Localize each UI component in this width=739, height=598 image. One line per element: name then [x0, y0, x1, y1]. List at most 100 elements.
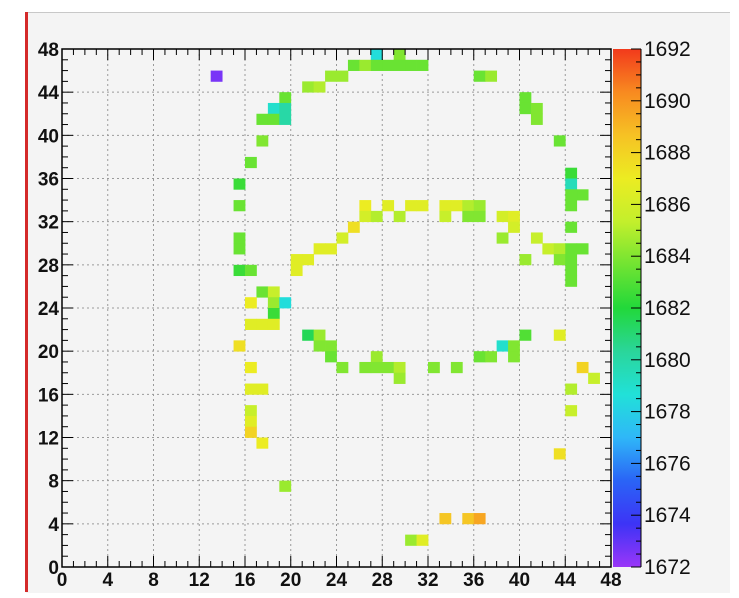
heatmap-cell [576, 361, 589, 374]
y-tick-label: 12 [38, 429, 59, 450]
heatmap-cell [462, 200, 475, 212]
x-tick-label: 20 [280, 570, 301, 591]
heatmap-cell [553, 135, 566, 147]
heatmap-cell [233, 264, 246, 277]
heatmap-cell [450, 361, 463, 374]
axis-ticks [61, 48, 612, 568]
heatmap-cell [382, 59, 395, 71]
y-tick-label: 40 [38, 126, 59, 147]
x-tick-label: 12 [189, 570, 210, 591]
color-scale-label: 1678 [644, 401, 691, 424]
heatmap-cell [405, 59, 417, 71]
heatmap-cell [496, 210, 509, 223]
x-tick-label: 40 [509, 570, 530, 591]
heatmap-cell [290, 264, 303, 277]
heatmap-cell [485, 351, 498, 363]
heatmap-cell [542, 243, 555, 255]
heatmap-cell [245, 361, 257, 374]
heatmap-cell [370, 210, 383, 223]
heatmap-cell [393, 361, 406, 374]
y-tick-label: 36 [38, 170, 59, 191]
heatmap-cell [508, 340, 520, 352]
y-tick-label: 44 [38, 83, 60, 104]
heatmap-cell [553, 448, 566, 460]
heatmap-cell [313, 243, 326, 255]
color-scale-label: 1686 [644, 193, 691, 216]
heatmap-cell [565, 189, 578, 201]
heatmap-cell [279, 102, 292, 115]
heatmap-cell [245, 264, 257, 277]
color-scale-label: 1672 [644, 556, 691, 579]
heatmap-cell [359, 361, 372, 374]
heatmap-cell [485, 70, 498, 82]
heatmap-cell [210, 70, 223, 82]
heatmap-cell [267, 297, 280, 309]
heatmap-cell [256, 135, 269, 147]
color-scale-label: 1682 [644, 297, 691, 320]
x-tick-label: 48 [600, 570, 621, 591]
heatmap-cell [553, 254, 566, 266]
heatmap-cell [336, 361, 349, 374]
heatmap-cell [313, 81, 326, 93]
heatmap-cell [347, 221, 360, 233]
heatmap-cell [325, 243, 337, 255]
heatmap-cell [576, 243, 589, 255]
heatmap-cell [588, 372, 600, 384]
heatmap-cell [256, 113, 269, 125]
heatmap-cell [325, 70, 337, 82]
heatmap-cell [336, 232, 349, 244]
heatmap-cell [233, 232, 246, 244]
heatmap-cell [256, 286, 269, 298]
heatmap-cell [290, 254, 303, 266]
heatmap-cell [302, 329, 315, 341]
y-tick-label: 48 [38, 40, 59, 61]
heatmap-cell [325, 340, 337, 352]
heatmap-cell [233, 340, 246, 352]
heatmap-cell [565, 167, 578, 179]
heatmap-cell [267, 286, 280, 298]
heatmap-cell [393, 210, 406, 223]
heatmap-cell [393, 372, 406, 384]
heatmap-cell [233, 243, 246, 255]
heatmap-cell [370, 351, 383, 363]
heatmap-cell [256, 318, 269, 330]
heatmap-cell [393, 49, 406, 61]
heatmap-cell [473, 210, 486, 223]
heatmap-cell [302, 81, 315, 93]
y-tick-label: 8 [48, 472, 59, 493]
x-tick-label: 28 [372, 570, 393, 591]
heatmap-cell [382, 200, 395, 212]
heatmap-cell [565, 221, 578, 233]
x-tick-label: 0 [57, 570, 68, 591]
heatmap-cell [279, 480, 292, 492]
heatmap-cell [416, 200, 429, 212]
heatmap-cell [496, 340, 509, 352]
heatmap-cell [245, 405, 257, 417]
heatmap-cell [233, 178, 246, 190]
x-tick-label: 44 [555, 570, 577, 591]
x-tick-label: 8 [148, 570, 159, 591]
y-tick-label: 16 [38, 385, 59, 406]
heatmap-cell [382, 361, 395, 374]
heatmap-cell [565, 264, 578, 277]
x-tick-label: 4 [102, 570, 113, 591]
heatmap-cell [416, 59, 429, 71]
heatmap-cell [508, 351, 520, 363]
heatmap-cell [530, 102, 543, 115]
heatmap-cell [245, 415, 257, 428]
heatmap-cell [233, 200, 246, 212]
heatmap-cell [256, 383, 269, 395]
color-scale-label: 1674 [644, 504, 691, 527]
y-tick-label: 4 [48, 515, 59, 536]
color-scale-label: 1676 [644, 452, 691, 475]
color-scale-label: 1680 [644, 349, 691, 372]
color-scale-label: 1688 [644, 142, 691, 165]
heatmap-cell [439, 210, 452, 223]
color-scale-ticks [631, 48, 642, 568]
heatmap-cell [279, 92, 292, 104]
color-scale-label: 1690 [644, 90, 691, 113]
heatmap-cell [473, 200, 486, 212]
heatmap-cell [359, 59, 372, 71]
heatmap-cell [439, 200, 452, 212]
canvas-left-edge [25, 12, 28, 592]
